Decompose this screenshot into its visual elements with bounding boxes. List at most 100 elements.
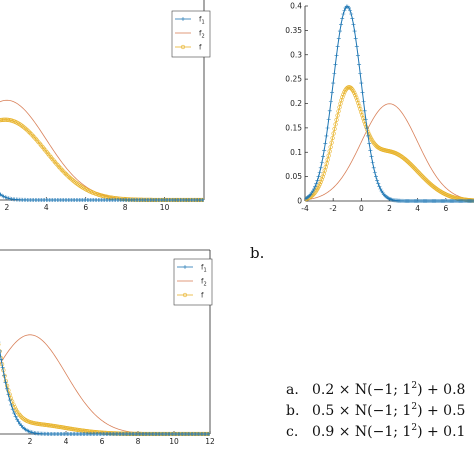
series-f2-line <box>0 334 210 435</box>
series-f-point <box>340 95 345 100</box>
caption-superscript: 2 <box>411 423 417 433</box>
svg-text:0.5 × N(−1; 12) + 0.5: 0.5 × N(−1; 12) + 0.5 <box>312 402 465 419</box>
series-f1-point <box>350 16 355 21</box>
series-f1-point <box>10 407 15 412</box>
series-f1-point <box>357 62 362 67</box>
series-f-point <box>25 128 30 133</box>
plot-area <box>305 4 474 203</box>
caption-tail: ) + 0.8 <box>417 382 465 398</box>
legend-label: f <box>201 292 204 300</box>
series-f-point <box>63 172 69 177</box>
series-f1-point <box>367 141 372 146</box>
series-f-point <box>325 157 330 162</box>
series-f1-point <box>376 181 381 186</box>
caption-line-c: c. 0.9 × N(−1; 12) + 0.1 <box>286 423 465 440</box>
series-f1-point <box>317 170 322 175</box>
series-f1-point <box>202 198 204 202</box>
series-f-point <box>72 179 77 184</box>
legend-label: f2 <box>201 278 207 288</box>
series-f-point <box>1 117 7 122</box>
formula-caption: a. 0.2 × N(−1; 12) + 0.8 b. 0.5 × N(−1; … <box>286 381 465 440</box>
series-f1-point <box>2 373 7 378</box>
series-f1-point <box>314 181 319 186</box>
series-f-point <box>28 130 33 136</box>
series-f-point <box>356 100 361 106</box>
series-f-point <box>335 113 340 118</box>
series-f-point <box>68 175 73 181</box>
series-f-point <box>332 126 337 131</box>
series-f1-point <box>364 126 369 131</box>
legend-label: f1 <box>201 264 207 274</box>
series-f-point <box>18 414 24 419</box>
series-f-point <box>361 116 366 121</box>
caption-tail: ) + 0.5 <box>417 403 465 419</box>
series-f-point <box>326 153 331 158</box>
series-f1-point <box>360 90 365 95</box>
series-f2-line <box>305 103 474 201</box>
series-f1-point <box>372 170 377 175</box>
caption-letter: c. <box>286 424 298 440</box>
plot-area <box>0 99 204 202</box>
series-f1-point <box>358 71 363 76</box>
series-f-point <box>21 124 26 129</box>
series-f-point <box>109 195 114 200</box>
y-tick-label: 0.3 <box>290 50 302 59</box>
y-tick-label: 0.15 <box>285 123 302 132</box>
x-tick-label: 4 <box>64 437 69 446</box>
series-f1-point <box>371 165 376 170</box>
series-f1-point <box>378 186 383 191</box>
series-f1-point <box>323 141 328 146</box>
series-f1-point <box>333 62 338 67</box>
series-f1-point <box>369 154 374 159</box>
caption-tail: ) + 0.1 <box>417 424 465 440</box>
series-f1-point <box>354 44 359 49</box>
x-tick-label: 10 <box>169 437 179 446</box>
series-f-point <box>130 197 135 202</box>
series-f1-point <box>4 386 9 391</box>
series-f-point <box>319 177 324 182</box>
series-f-point <box>324 161 329 166</box>
series-f-point <box>354 95 359 100</box>
chart-panel-a: 2 4 6 8 10 f1 f2 f <box>0 0 211 212</box>
series-f1-point <box>335 44 340 49</box>
series-f1-point <box>6 392 11 397</box>
series-f1-point <box>332 71 337 76</box>
series-f-point <box>0 349 2 354</box>
series-f1-point <box>363 117 368 122</box>
svg-text:0.9 × N(−1; 12) + 0.1: 0.9 × N(−1; 12) + 0.1 <box>312 423 465 440</box>
legend-plus-marker <box>181 17 185 21</box>
legend: f1 f2 f <box>171 10 211 58</box>
series-f1-point <box>346 5 351 10</box>
series-f-point <box>128 197 133 202</box>
legend-subscript: 1 <box>203 268 206 274</box>
chart-panel-b: -4 -2 0 2 4 6 0 0.05 0.1 0.15 0.2 0.25 0.3 0.35 0.4 <box>285 2 474 213</box>
series-f-point <box>65 173 70 178</box>
y-tick-label: 0.1 <box>290 148 302 157</box>
series-f-point <box>333 122 338 127</box>
legend-circle-marker <box>182 292 188 298</box>
series-f-point <box>353 92 358 98</box>
caption-formula: 0.2 × N(−1; 1 <box>312 382 411 398</box>
x-tick-label: 8 <box>123 203 128 212</box>
x-tick-label: 6 <box>100 437 105 446</box>
y-tick-label: 0.35 <box>285 26 302 35</box>
legend-plus-marker <box>183 265 187 269</box>
series-f1-point <box>324 133 329 138</box>
series-f1-point <box>351 22 356 27</box>
caption-formula: 0.9 × N(−1; 1 <box>312 424 411 440</box>
series-f1-point <box>361 99 366 104</box>
series-f-point <box>0 117 5 122</box>
x-tick-label: 2 <box>4 203 9 212</box>
series-f1-point <box>370 160 375 165</box>
series-f1-point <box>472 199 474 203</box>
legend-label: f1 <box>199 16 205 26</box>
series-f-point <box>29 132 34 137</box>
series-f1-point <box>0 357 4 362</box>
caption-letter: a. <box>286 382 299 398</box>
series-f-point <box>341 92 346 97</box>
series-f1-point <box>341 11 346 16</box>
series-f-point <box>4 117 9 122</box>
series-f1-point <box>340 16 345 21</box>
series-f-point <box>349 86 354 91</box>
